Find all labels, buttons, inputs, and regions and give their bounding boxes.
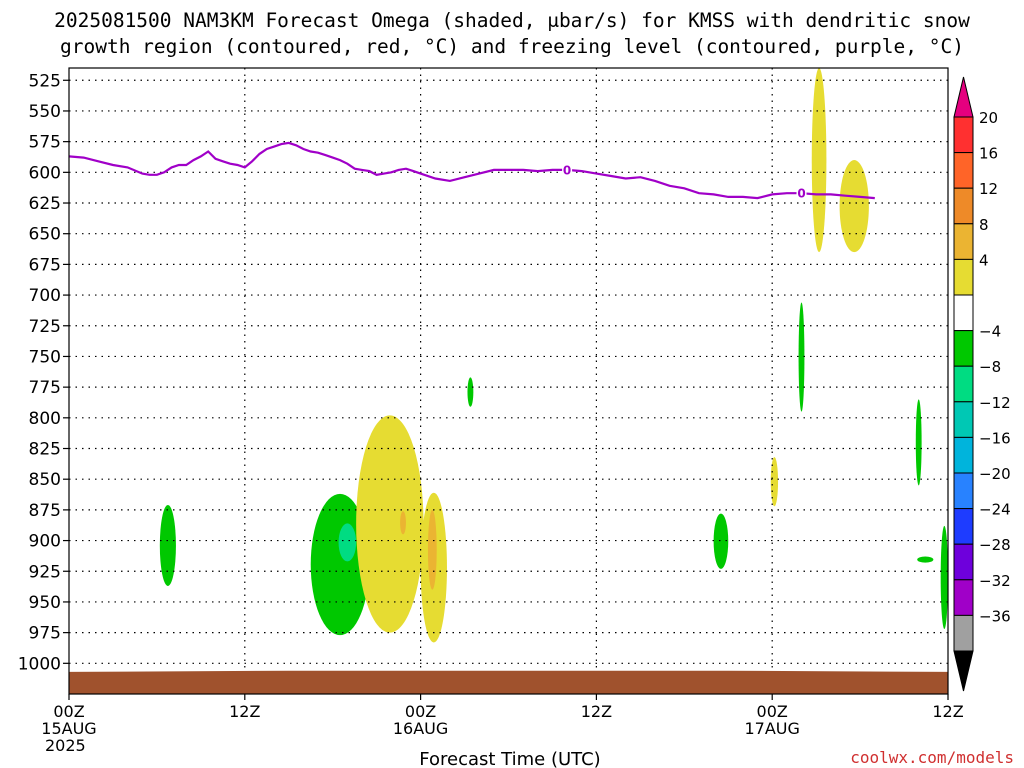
y-tick-label-1000: 1000 [18,654,61,674]
colorbar-label-6: −8 [979,358,1001,376]
colorbar-bin-13 [953,543,974,581]
omega-region-0 [159,504,176,586]
omega-region-9 [770,457,779,507]
y-tick-label-625: 625 [29,194,61,214]
omega-colorbar: 20 16 12 8 4 −4 −8 −12 −16 −20 −24 −28 −32 −36 [953,76,1011,692]
colorbar-bin-2 [953,152,974,189]
y-tick-label-550: 550 [29,102,61,122]
omega-region-15 [940,525,949,629]
colorbar-bin-5 [953,258,974,296]
terrain-fill [69,670,948,694]
colorbar-bin-7 [953,330,974,367]
x-tick-label-0-2: 2025 [45,736,86,755]
colorbar-label-2: 12 [979,180,998,198]
x-tick-label-0-1: 15AUG [41,719,96,738]
colorbar-bin-4 [953,223,974,260]
chart-title-line-1: 2025081500 NAM3KM Forecast Omega (shaded… [54,9,970,32]
omega-region-3 [356,415,424,633]
y-tick-label-525: 525 [29,71,61,91]
colorbar-bin-9 [953,401,974,438]
x-tick-label-36-0: 12Z [581,702,612,721]
colorbar-label-13: −36 [979,607,1011,625]
colorbar-bin-15 [953,614,974,652]
colorbar-bottom-arrow [953,650,974,692]
x-tick-label-24-1: 16AUG [393,719,448,738]
omega-region-8 [713,513,729,569]
y-tick-label-975: 975 [29,624,61,644]
x-tick-label-0-0: 00Z [53,702,84,721]
credit-text: coolwx.com/models [850,748,1014,767]
colorbar-label-8: −16 [979,429,1011,447]
colorbar-bin-1 [953,116,974,154]
y-tick-label-950: 950 [29,593,61,613]
x-tick-label-48-0: 00Z [757,702,788,721]
colorbar-label-11: −28 [979,536,1011,554]
freezing-level-contour: 00 [68,141,875,201]
freezing-contour-label-1: 0 [797,187,805,201]
colorbar-bin-8 [953,365,974,403]
colorbar-bin-10 [953,436,974,474]
colorbar-label-12: −32 [979,572,1011,590]
omega-region-10 [798,302,805,412]
colorbar-label-7: −12 [979,394,1011,412]
colorbar-label-5: −4 [979,323,1001,341]
plot-frame [68,67,949,695]
colorbar-bin-6 [953,294,974,332]
colorbar-bin-12 [953,508,974,545]
x-tick-label-12-0: 12Z [229,702,260,721]
x-tick-label-24-0: 00Z [405,702,436,721]
grid-lines [69,68,948,694]
omega-region-14 [917,556,934,563]
omega-region-11 [811,68,827,253]
y-tick-label-600: 600 [29,163,61,183]
y-tick-label-875: 875 [29,501,61,521]
omega-region-12 [839,160,869,253]
terrain-area [69,670,948,694]
omega-region-4 [400,511,406,535]
freezing-level-line [68,141,875,200]
y-tick-label-825: 825 [29,440,61,460]
y-tick-label-675: 675 [29,255,61,275]
omega-region-1 [310,493,370,636]
colorbar-label-3: 8 [979,216,989,234]
y-tick-label-700: 700 [29,286,61,306]
colorbar-label-0: 20 [979,109,998,127]
y-tick-label-925: 925 [29,562,61,582]
omega-region-2 [338,523,357,562]
y-tick-label-725: 725 [29,317,61,337]
omega-region-13 [915,399,922,486]
omega-region-7 [467,377,474,407]
colorbar-bin-3 [953,187,974,225]
plot-area: 00 [68,67,949,695]
omega-region-6 [427,509,437,590]
omega-shading [159,68,949,643]
colorbar-top-arrow [953,76,974,118]
chart-title-line-2: growth region (contoured, red, °C) and f… [60,35,964,58]
y-tick-label-850: 850 [29,470,61,490]
y-tick-label-900: 900 [29,532,61,552]
x-tick-label-60-0: 12Z [932,702,963,721]
colorbar-label-10: −24 [979,501,1011,519]
colorbar-bin-14 [953,579,974,616]
y-tick-label-775: 775 [29,378,61,398]
colorbar-label-4: 4 [979,251,989,269]
colorbar-label-9: −20 [979,465,1011,483]
freezing-label-bg-1 [796,186,807,201]
y-tick-label-650: 650 [29,225,61,245]
y-tick-label-750: 750 [29,347,61,367]
freezing-contour-label-0: 0 [563,163,571,177]
colorbar-bin-11 [953,472,974,510]
y-axis-ticks: 525 550 575 600 625 650 675 700 725 750 775 800 825 8… [18,71,69,674]
x-axis-label: Forecast Time (UTC) [419,749,600,768]
x-tick-label-48-1: 17AUG [744,719,799,738]
freezing-label-bg-0 [562,162,573,177]
y-tick-label-800: 800 [29,409,61,429]
colorbar-label-1: 16 [979,145,998,163]
y-tick-label-575: 575 [29,133,61,153]
